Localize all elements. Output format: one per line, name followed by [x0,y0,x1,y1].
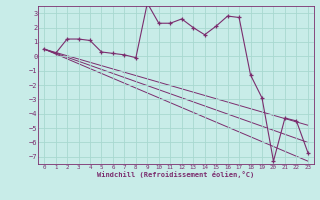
X-axis label: Windchill (Refroidissement éolien,°C): Windchill (Refroidissement éolien,°C) [97,171,255,178]
